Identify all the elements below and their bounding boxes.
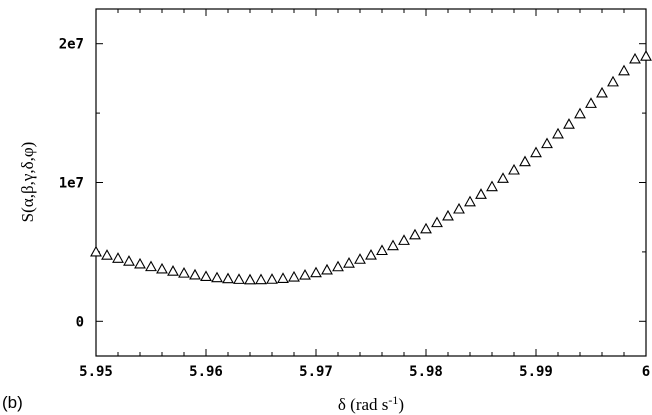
data-point [453,202,465,214]
data-point [442,209,454,221]
y-axis-title: S(α,β,γ,δ,φ) [18,142,37,223]
data-point [596,86,608,98]
y-tick-label: 0 [76,314,84,330]
data-point [156,262,168,274]
x-axis-title-close: ) [398,395,404,414]
data-point [629,52,641,64]
x-axis-title-superscript: -1 [388,393,398,407]
data-point [475,188,487,199]
data-point [552,127,564,139]
x-tick-label: 5.98 [409,364,443,380]
data-point [541,137,553,149]
data-point [464,195,476,207]
data-point [123,255,135,266]
data-point [497,172,509,183]
data-point [244,273,256,285]
data-point [376,244,388,256]
data-point [134,257,146,269]
x-axis-title: δ (rad s-1) [338,393,404,414]
data-point [409,228,421,240]
data-point [101,249,113,260]
x-tick-labels: 5.95 5.96 5.97 5.98 5.99 6 [79,364,650,380]
x-tick-label: 5.95 [79,364,113,380]
data-series [90,50,652,285]
data-point [387,239,399,251]
axis-ticks [95,9,647,356]
data-point [145,260,157,272]
data-point [167,265,179,276]
data-point [266,273,278,284]
data-point [574,107,586,119]
data-point [618,64,630,76]
data-point [519,155,531,167]
data-point [420,222,432,234]
x-tick-label: 5.96 [189,364,223,380]
y-tick-label: 2e7 [59,37,84,53]
x-tick-label: 5.99 [519,364,553,380]
y-tick-labels: 0 1e7 2e7 [59,37,84,331]
data-point [398,234,410,245]
data-point [508,163,520,175]
data-point [211,271,223,283]
x-tick-label: 5.97 [299,364,333,380]
data-point [277,272,289,283]
data-point [607,75,619,87]
data-point [222,272,234,284]
data-point [288,270,300,282]
data-point [200,270,212,282]
data-point [90,245,102,257]
data-point [233,273,245,284]
data-point [431,216,443,228]
data-point [585,97,597,108]
data-point [530,146,542,158]
data-point [354,253,366,264]
data-point [255,273,267,285]
x-axis-title-main: δ (rad s [338,395,389,414]
data-point [189,268,201,280]
data-point [299,268,311,280]
data-point [178,267,190,278]
panel-label: (b) [2,393,23,412]
x-tick-label: 6 [642,364,650,380]
data-point [321,263,333,275]
y-tick-label: 1e7 [59,176,84,192]
data-point [640,50,652,61]
data-point [112,252,124,263]
data-point [563,118,575,129]
data-point [365,248,377,260]
data-point [332,260,344,272]
data-point [343,257,355,268]
plot-frame [95,8,647,357]
data-point [310,266,322,278]
data-point [486,180,498,192]
